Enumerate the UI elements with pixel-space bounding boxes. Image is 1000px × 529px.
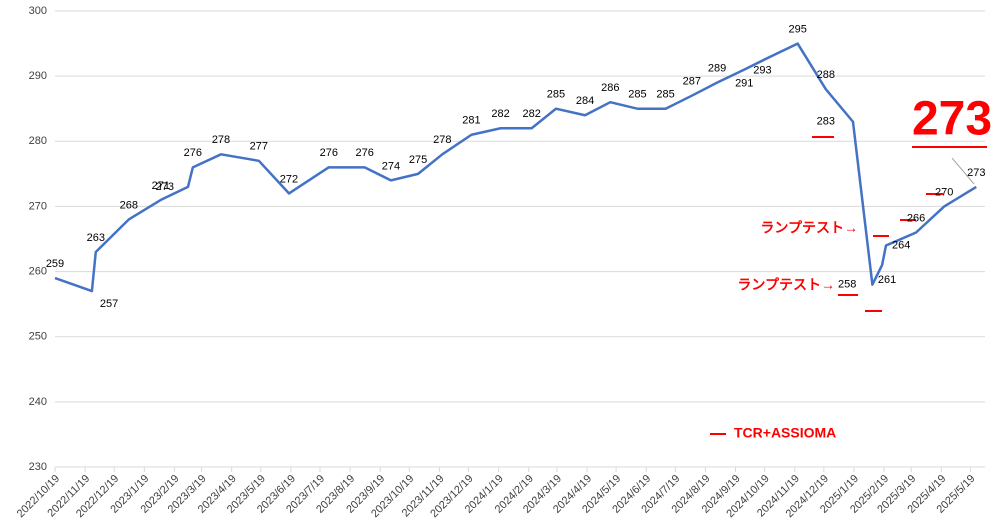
leader-line: [951, 157, 975, 185]
data-label: 288: [817, 69, 835, 81]
data-label: 273: [967, 167, 985, 179]
data-label: 285: [547, 89, 565, 101]
data-label: 276: [184, 147, 202, 159]
y-tick-label: 240: [29, 396, 47, 408]
y-tick-label: 290: [29, 70, 47, 82]
data-label: 286: [601, 82, 619, 94]
data-label: 275: [409, 154, 427, 166]
data-label: 282: [491, 108, 509, 120]
data-label: 257: [100, 298, 118, 310]
y-tick-label: 260: [29, 265, 47, 277]
data-label: 272: [280, 173, 298, 185]
data-label: 273: [156, 181, 174, 193]
data-label: 291: [735, 78, 753, 90]
data-label: 285: [628, 89, 646, 101]
data-label: 295: [788, 23, 806, 35]
annotation: 273: [912, 93, 992, 146]
y-tick-label: 230: [29, 461, 47, 473]
y-tick-label: 250: [29, 331, 47, 343]
data-label: 276: [355, 147, 373, 159]
data-label: 284: [576, 95, 594, 107]
y-tick-label: 280: [29, 135, 47, 147]
data-label: 266: [907, 212, 925, 224]
decorations: [812, 136, 987, 312]
data-label: 281: [462, 115, 480, 127]
data-label: 283: [817, 116, 835, 128]
data-label: 278: [212, 134, 230, 146]
data-label: 285: [656, 89, 674, 101]
annotation: ランプテスト→: [737, 277, 835, 293]
line: [54, 42, 977, 293]
data-label: 258: [838, 279, 856, 291]
data-label: 274: [382, 160, 400, 172]
data-label: 270: [935, 186, 953, 198]
data-label: 277: [250, 141, 268, 153]
data-label: 289: [708, 63, 726, 75]
data-label: 287: [683, 76, 701, 88]
data-label: 271: [152, 180, 170, 192]
data-label: 278: [433, 134, 451, 146]
data-label: 261: [878, 274, 896, 286]
data-label: 276: [320, 147, 338, 159]
y-tick-label: 270: [29, 200, 47, 212]
y-tick-label: 300: [29, 5, 47, 17]
data-label: 293: [753, 65, 771, 77]
data-label: 263: [87, 232, 105, 244]
annotation: ランプテスト→: [760, 220, 858, 236]
legend-label: TCR+ASSIOMA: [734, 425, 836, 441]
data-label: 259: [46, 258, 64, 270]
data-label: 282: [522, 108, 540, 120]
data-label: 268: [120, 199, 138, 211]
data-label: 264: [892, 239, 910, 251]
